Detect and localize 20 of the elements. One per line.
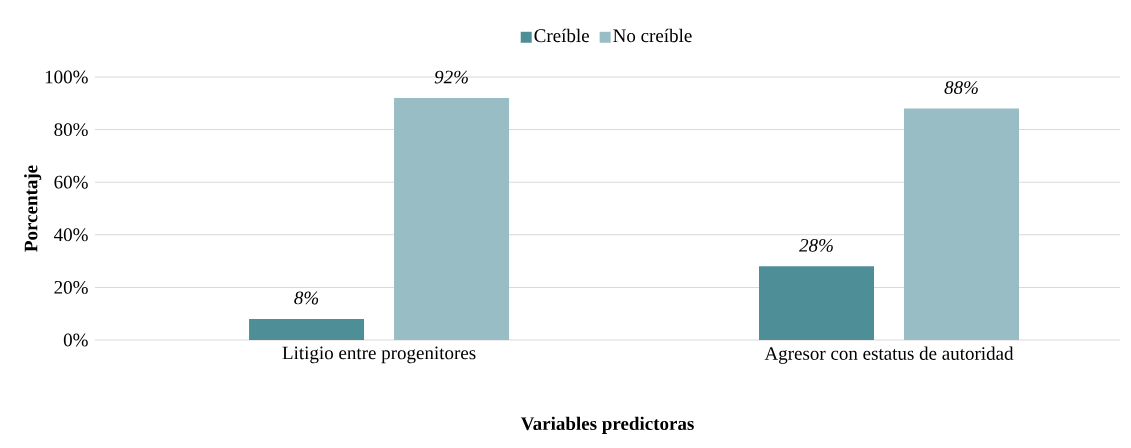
data-label: 8% [294, 291, 319, 305]
data-label: 92% [434, 70, 468, 84]
legend-label: Creíble [534, 28, 589, 43]
y-tick-label: 60% [54, 175, 88, 189]
y-tick-label: 100% [45, 70, 88, 84]
data-label: 88% [944, 81, 978, 95]
x-tick-label: Agresor con estatus de autoridad [764, 346, 1014, 364]
y-tick-label: 0% [63, 333, 88, 347]
bar [759, 266, 874, 340]
bar [394, 98, 510, 340]
bar [904, 108, 1019, 340]
data-label: 28% [799, 238, 833, 252]
y-tick-label: 80% [54, 123, 88, 137]
bar [249, 318, 365, 340]
x-axis-title: Variables predictoras [520, 416, 694, 434]
x-tick-label: Litigio entre progenitores [282, 346, 476, 364]
y-tick-label: 40% [54, 228, 88, 242]
legend-label: No creíble [613, 28, 692, 43]
y-tick-label: 20% [54, 280, 88, 294]
y-axis-title: Porcentaje [24, 165, 42, 252]
